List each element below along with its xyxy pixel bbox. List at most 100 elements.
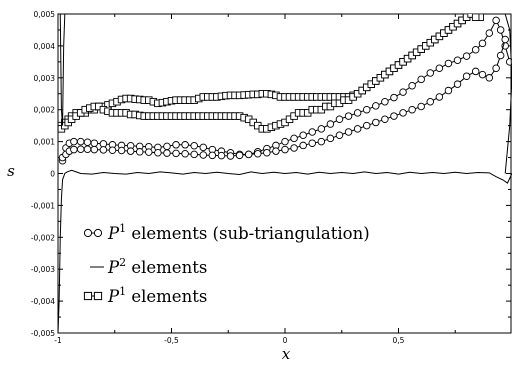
circle-marker: [326, 120, 335, 128]
x-axis-label: x: [282, 345, 291, 363]
circle-marker: [478, 70, 487, 79]
x-tick-label: 0: [283, 336, 288, 345]
circle-marker: [462, 72, 471, 80]
y-tick-label: -0,002: [31, 233, 55, 242]
circle-marker: [254, 149, 262, 158]
circle-marker: [381, 115, 389, 124]
series-layer: [58, 14, 512, 333]
circle-marker: [263, 149, 271, 157]
circle-marker: [126, 147, 135, 155]
x-axis: -1 -0,5 0 0,5: [54, 14, 456, 345]
circle-marker: [362, 105, 371, 114]
circle-marker: [335, 115, 344, 124]
legend-label: P1 elements (sub-triangulation): [107, 222, 370, 243]
circle-marker: [471, 45, 480, 54]
circle-marker: [353, 125, 362, 133]
circle-marker: [308, 139, 316, 147]
circle-marker: [90, 145, 99, 154]
circle-marker: [496, 51, 505, 60]
square-marker: [471, 14, 480, 21]
circle-marker: [299, 131, 307, 139]
circle-marker: [505, 58, 512, 66]
legend-circle-marker: [83, 228, 93, 238]
y-tick-label: -0,004: [31, 297, 55, 306]
circle-marker: [290, 134, 298, 143]
circle-marker: [99, 146, 108, 154]
circle-marker: [217, 151, 226, 160]
circle-marker: [485, 29, 494, 37]
circle-marker: [76, 137, 85, 146]
circle-marker: [390, 93, 398, 102]
series-line-3: [61, 14, 481, 127]
circle-marker: [199, 143, 208, 152]
circle-marker: [501, 35, 509, 44]
y-tick-label: -0,005: [31, 329, 55, 338]
circle-marker: [381, 97, 389, 106]
circle-marker: [453, 80, 462, 88]
circle-marker: [435, 93, 444, 101]
circle-marker: [399, 109, 407, 117]
circle-marker: [226, 152, 235, 160]
circle-marker: [235, 151, 244, 160]
legend: P1 elements (sub-triangulation) P2 elemen…: [83, 222, 370, 306]
y-tick-label: 0,005: [34, 10, 56, 19]
circle-marker: [471, 67, 480, 76]
y-axis-label: s: [7, 162, 15, 180]
circle-marker: [181, 149, 189, 158]
x-tick-label: -0,5: [164, 336, 179, 345]
circle-marker: [372, 102, 380, 110]
circle-marker: [281, 137, 289, 146]
series-line-5: [58, 169, 512, 333]
circle-marker: [181, 141, 189, 149]
circle-marker: [70, 145, 78, 154]
circle-marker: [408, 82, 416, 90]
circle-marker: [417, 102, 425, 111]
circle-marker: [281, 145, 289, 154]
circle-marker: [344, 128, 353, 136]
circle-marker: [145, 148, 153, 156]
circle-marker: [335, 131, 344, 139]
circle-marker: [426, 69, 435, 77]
circle-marker: [83, 138, 92, 146]
circle-marker: [299, 141, 307, 150]
circle-marker: [163, 149, 171, 157]
circle-marker: [390, 112, 398, 120]
circle-marker: [478, 39, 487, 48]
circle-marker: [408, 105, 416, 114]
circle-marker: [444, 86, 453, 95]
circle-marker: [272, 147, 280, 155]
circle-marker: [244, 150, 253, 159]
circle-marker: [172, 149, 180, 158]
circle-marker: [163, 142, 171, 151]
circle-marker: [154, 149, 162, 157]
legend-label: P2 elements: [107, 256, 207, 277]
y-tick-label: -0,001: [31, 201, 55, 210]
series-line-6: [59, 14, 66, 126]
circle-marker: [485, 74, 494, 82]
circle-marker: [492, 64, 500, 72]
x-tick-label: -1: [54, 336, 62, 345]
circle-marker: [117, 146, 126, 155]
circle-marker: [172, 141, 180, 149]
x-tick-label: 0,5: [393, 336, 405, 345]
circle-marker: [453, 56, 462, 65]
circle-marker: [190, 150, 198, 159]
circle-marker: [99, 140, 108, 148]
circle-marker: [353, 109, 362, 117]
y-tick-label: 0,002: [34, 106, 56, 115]
circle-marker: [417, 75, 425, 84]
circle-marker: [317, 125, 326, 133]
series-line-7: [504, 14, 512, 174]
legend-item-1: P1 elements (sub-triangulation): [83, 222, 370, 243]
circle-marker: [326, 134, 335, 143]
circle-marker: [426, 97, 435, 106]
legend-item-3: P1 elements: [83, 285, 207, 306]
y-tick-label: 0,003: [34, 74, 56, 83]
circle-marker: [362, 121, 371, 130]
legend-item-2: P2 elements: [90, 256, 207, 277]
circle-marker: [199, 151, 208, 159]
circle-marker: [496, 26, 505, 34]
y-tick-label: -0,003: [31, 265, 55, 274]
circle-marker: [308, 128, 316, 136]
square-marker: [467, 14, 475, 18]
